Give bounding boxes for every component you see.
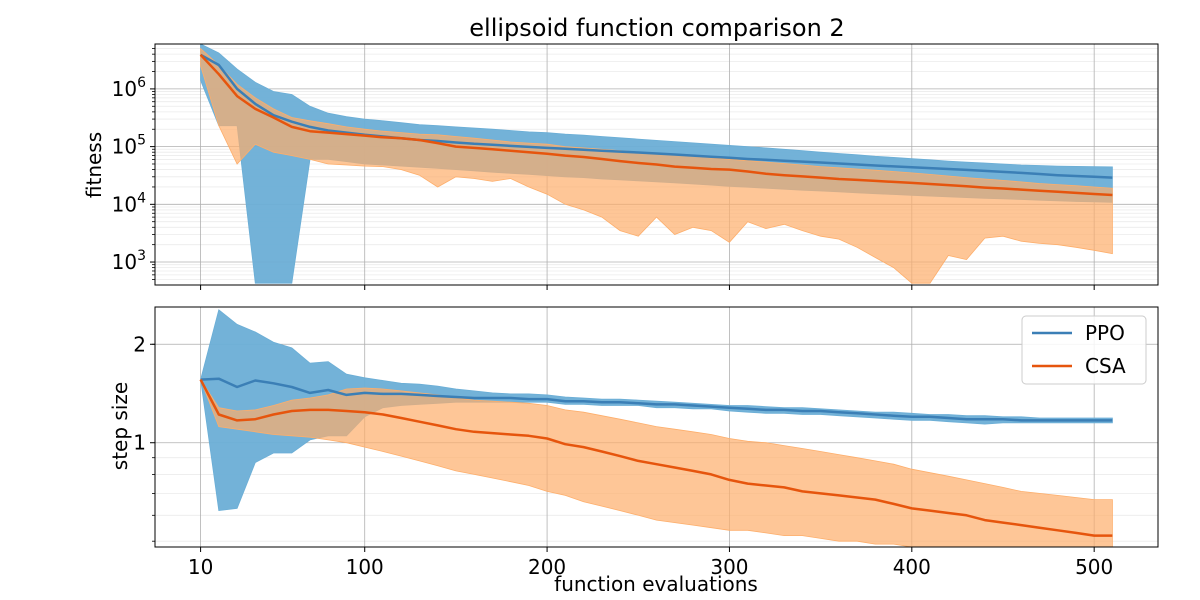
legend: PPO CSA [1021, 315, 1147, 385]
plot-area [199, 44, 1113, 284]
x-tick-label: 200 [528, 555, 566, 579]
legend-ppo-label: PPO [1085, 321, 1125, 345]
step-size-y-axis-label: step size [108, 382, 132, 470]
tick-base: 10 [112, 192, 137, 216]
x-tick-label: 10 [188, 555, 213, 579]
line-ppo [200, 377, 1113, 422]
y-tick-label: 104 [112, 190, 146, 216]
y-tick-label: 106 [112, 75, 146, 101]
y-tick-label: 1 [133, 431, 146, 455]
tick-base: 10 [112, 135, 137, 159]
band-csa [200, 47, 1113, 284]
tick-base: 10 [112, 77, 137, 101]
axes-frame [154, 306, 1159, 548]
tick-exponent: 3 [137, 248, 146, 264]
y-tick-label: 2 [133, 332, 146, 356]
x-tick-label: 300 [710, 555, 748, 579]
chart-title: ellipsoid function comparison 2 [469, 14, 844, 42]
x-tick-label: 500 [1075, 555, 1113, 579]
tick-exponent: 5 [137, 133, 146, 149]
step-size-panel: 10 100 200 300 400 500 1 2 [133, 306, 1159, 579]
x-tick-label: 400 [893, 555, 931, 579]
line-ppo [199, 53, 1113, 179]
axes-frame [154, 43, 1159, 286]
x-axis-label: function evaluations [554, 572, 758, 596]
plot-area [199, 309, 1113, 547]
fitness-y-axis-label: fitness [82, 132, 106, 198]
tick-base: 10 [112, 250, 137, 274]
y-tick-label: 105 [112, 133, 146, 159]
y-tick-label: 103 [112, 248, 146, 274]
legend-box [1021, 315, 1147, 385]
legend-csa-label: CSA [1085, 354, 1126, 378]
line-csa [199, 53, 1113, 197]
line-csa [199, 379, 1113, 537]
x-tick-label: 100 [346, 555, 384, 579]
tick-exponent: 6 [137, 75, 146, 91]
tick-exponent: 4 [137, 190, 146, 206]
